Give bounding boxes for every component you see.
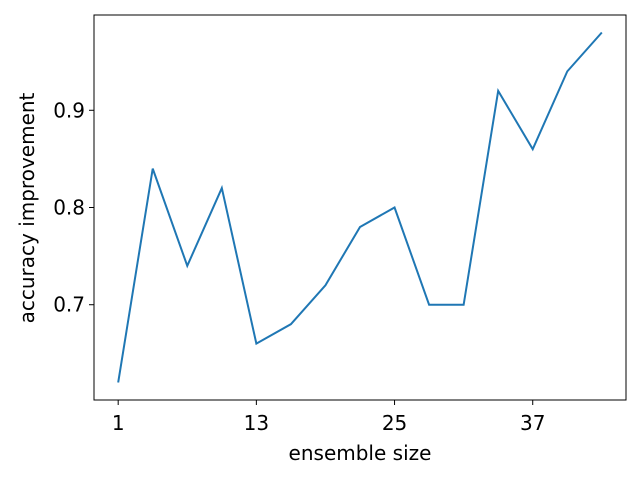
- y-tick-label: 0.9: [53, 98, 85, 122]
- plot-frame: [93, 14, 627, 401]
- x-tick-label: 37: [520, 411, 545, 435]
- y-tick-label: 0.8: [53, 196, 85, 220]
- x-tick-label: 25: [382, 411, 407, 435]
- y-tick-label: 0.7: [53, 293, 85, 317]
- x-tick-label: 13: [244, 411, 269, 435]
- x-axis-label: ensemble size: [289, 441, 432, 465]
- data-line: [117, 31, 603, 383]
- y-axis-label: accuracy improvement: [15, 92, 39, 323]
- x-tick-label: 1: [112, 411, 125, 435]
